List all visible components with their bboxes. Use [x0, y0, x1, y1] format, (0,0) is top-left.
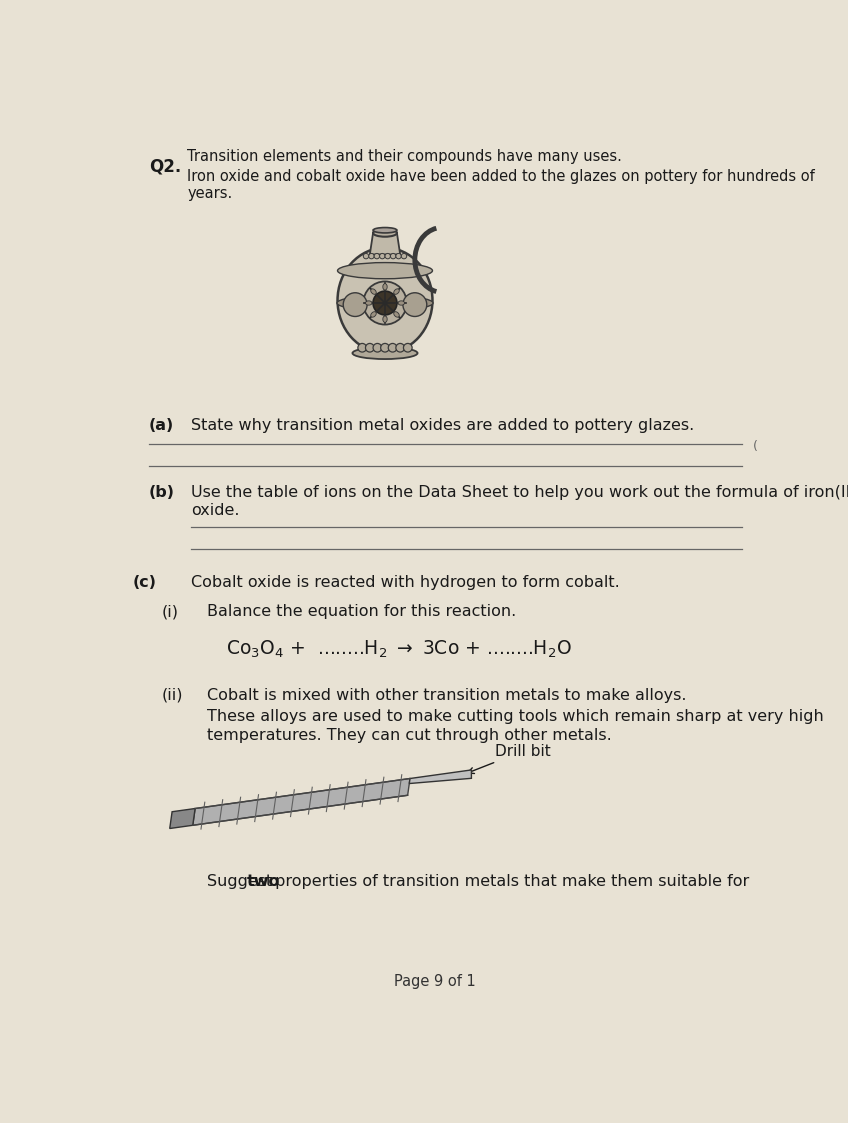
Ellipse shape — [373, 228, 397, 232]
Circle shape — [343, 293, 367, 317]
Text: years.: years. — [187, 185, 232, 201]
Polygon shape — [170, 809, 195, 829]
Text: (i): (i) — [162, 604, 179, 620]
Text: Cobalt is mixed with other transition metals to make alloys.: Cobalt is mixed with other transition me… — [207, 687, 686, 703]
Text: properties of transition metals that make them suitable for: properties of transition metals that mak… — [270, 874, 749, 889]
Ellipse shape — [382, 284, 388, 290]
Circle shape — [396, 344, 404, 351]
Text: temperatures. They can cut through other metals.: temperatures. They can cut through other… — [207, 728, 611, 742]
Text: (: ( — [753, 440, 758, 453]
Circle shape — [380, 254, 385, 258]
Circle shape — [381, 344, 389, 351]
Text: State why transition metal oxides are added to pottery glazes.: State why transition metal oxides are ad… — [192, 418, 695, 433]
Ellipse shape — [338, 248, 432, 353]
Circle shape — [385, 254, 390, 258]
Ellipse shape — [337, 295, 433, 311]
Circle shape — [363, 282, 407, 325]
Circle shape — [369, 254, 374, 258]
Ellipse shape — [371, 312, 377, 317]
Text: (a): (a) — [148, 418, 174, 433]
Ellipse shape — [393, 289, 399, 294]
Ellipse shape — [398, 301, 404, 305]
Circle shape — [358, 344, 366, 351]
Text: Suggest: Suggest — [207, 874, 277, 889]
Text: These alloys are used to make cutting tools which remain sharp at very high: These alloys are used to make cutting to… — [207, 710, 823, 724]
Circle shape — [365, 344, 374, 351]
Circle shape — [401, 254, 407, 258]
Text: Transition elements and their compounds have many uses.: Transition elements and their compounds … — [187, 148, 622, 164]
Ellipse shape — [393, 312, 399, 317]
Ellipse shape — [371, 289, 377, 294]
Circle shape — [374, 254, 380, 258]
Text: Drill bit: Drill bit — [468, 743, 550, 774]
Text: oxide.: oxide. — [192, 503, 240, 518]
Ellipse shape — [365, 301, 372, 305]
Ellipse shape — [353, 347, 417, 359]
Text: Q2.: Q2. — [148, 158, 181, 176]
Text: (b): (b) — [148, 485, 175, 500]
Text: Cobalt oxide is reacted with hydrogen to form cobalt.: Cobalt oxide is reacted with hydrogen to… — [192, 575, 620, 591]
Ellipse shape — [338, 263, 432, 279]
Polygon shape — [410, 770, 471, 784]
Circle shape — [403, 293, 427, 317]
Polygon shape — [192, 778, 410, 825]
Circle shape — [388, 344, 397, 351]
Circle shape — [404, 344, 412, 351]
Text: Co$_3$O$_4$ +  ........H$_2$ $\rightarrow$ 3Co + ........H$_2$O: Co$_3$O$_4$ + ........H$_2$ $\rightarrow… — [226, 639, 572, 660]
Text: (c): (c) — [133, 575, 157, 591]
Text: Iron oxide and cobalt oxide have been added to the glazes on pottery for hundred: Iron oxide and cobalt oxide have been ad… — [187, 168, 815, 184]
Circle shape — [363, 254, 369, 258]
Circle shape — [396, 254, 401, 258]
Circle shape — [390, 254, 396, 258]
Circle shape — [373, 291, 397, 314]
Text: two: two — [247, 874, 281, 889]
Text: (ii): (ii) — [162, 687, 183, 703]
Polygon shape — [370, 232, 400, 255]
Ellipse shape — [382, 316, 388, 322]
Text: Balance the equation for this reaction.: Balance the equation for this reaction. — [207, 604, 516, 620]
Text: Use the table of ions on the Data Sheet to help you work out the formula of iron: Use the table of ions on the Data Sheet … — [192, 485, 848, 500]
Circle shape — [373, 344, 382, 351]
Text: Page 9 of 1: Page 9 of 1 — [393, 974, 476, 989]
Ellipse shape — [373, 229, 397, 237]
